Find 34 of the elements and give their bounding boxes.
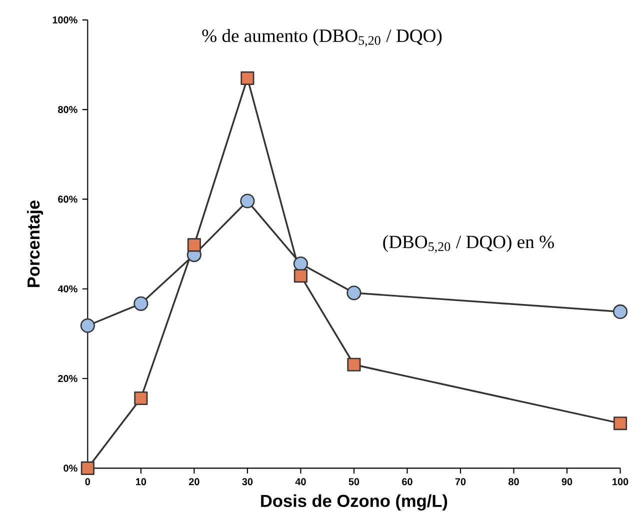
point	[134, 391, 148, 406]
point	[346, 286, 362, 300]
x-tick-label: 60	[402, 478, 412, 486]
y-tick-label: 80%	[58, 106, 78, 114]
y-tick-label: 20%	[58, 375, 78, 382]
text: % de aumento (DBO$_{5,20}$ / DQO)	[202, 28, 442, 47]
x-tick-label: 90	[562, 478, 572, 486]
y-tick-label: 100%	[52, 16, 78, 24]
x-tick-label: 0	[85, 478, 90, 486]
point	[240, 194, 255, 208]
point	[612, 304, 628, 320]
y-axis-title: Porcentaje	[26, 200, 44, 288]
point	[294, 269, 308, 283]
point	[240, 71, 254, 85]
x-tick-label: 30	[242, 478, 253, 486]
y-tick-label: 0%	[64, 464, 78, 472]
point	[187, 238, 201, 252]
text: (DBO$_{5,20}$ / DQO) en %	[383, 235, 554, 253]
x-tick-label: 80	[508, 478, 519, 486]
point	[80, 461, 94, 475]
y-tick-label: 60%	[58, 196, 78, 203]
point	[613, 416, 628, 430]
x-tick-label: 20	[189, 478, 200, 486]
point	[347, 358, 361, 372]
y-tick-label: 40%	[58, 285, 78, 292]
x-tick-label: 50	[348, 478, 360, 486]
x-tick-label: 40	[295, 478, 306, 486]
x-tick-label: 100	[612, 478, 628, 486]
x-axis-title: Dosis de Ozono (mg/L)	[261, 494, 448, 511]
point	[293, 256, 308, 272]
x-tick-label: 10	[136, 478, 146, 486]
x-tick-label: 70	[455, 478, 466, 486]
point	[134, 296, 148, 311]
point	[80, 318, 95, 333]
